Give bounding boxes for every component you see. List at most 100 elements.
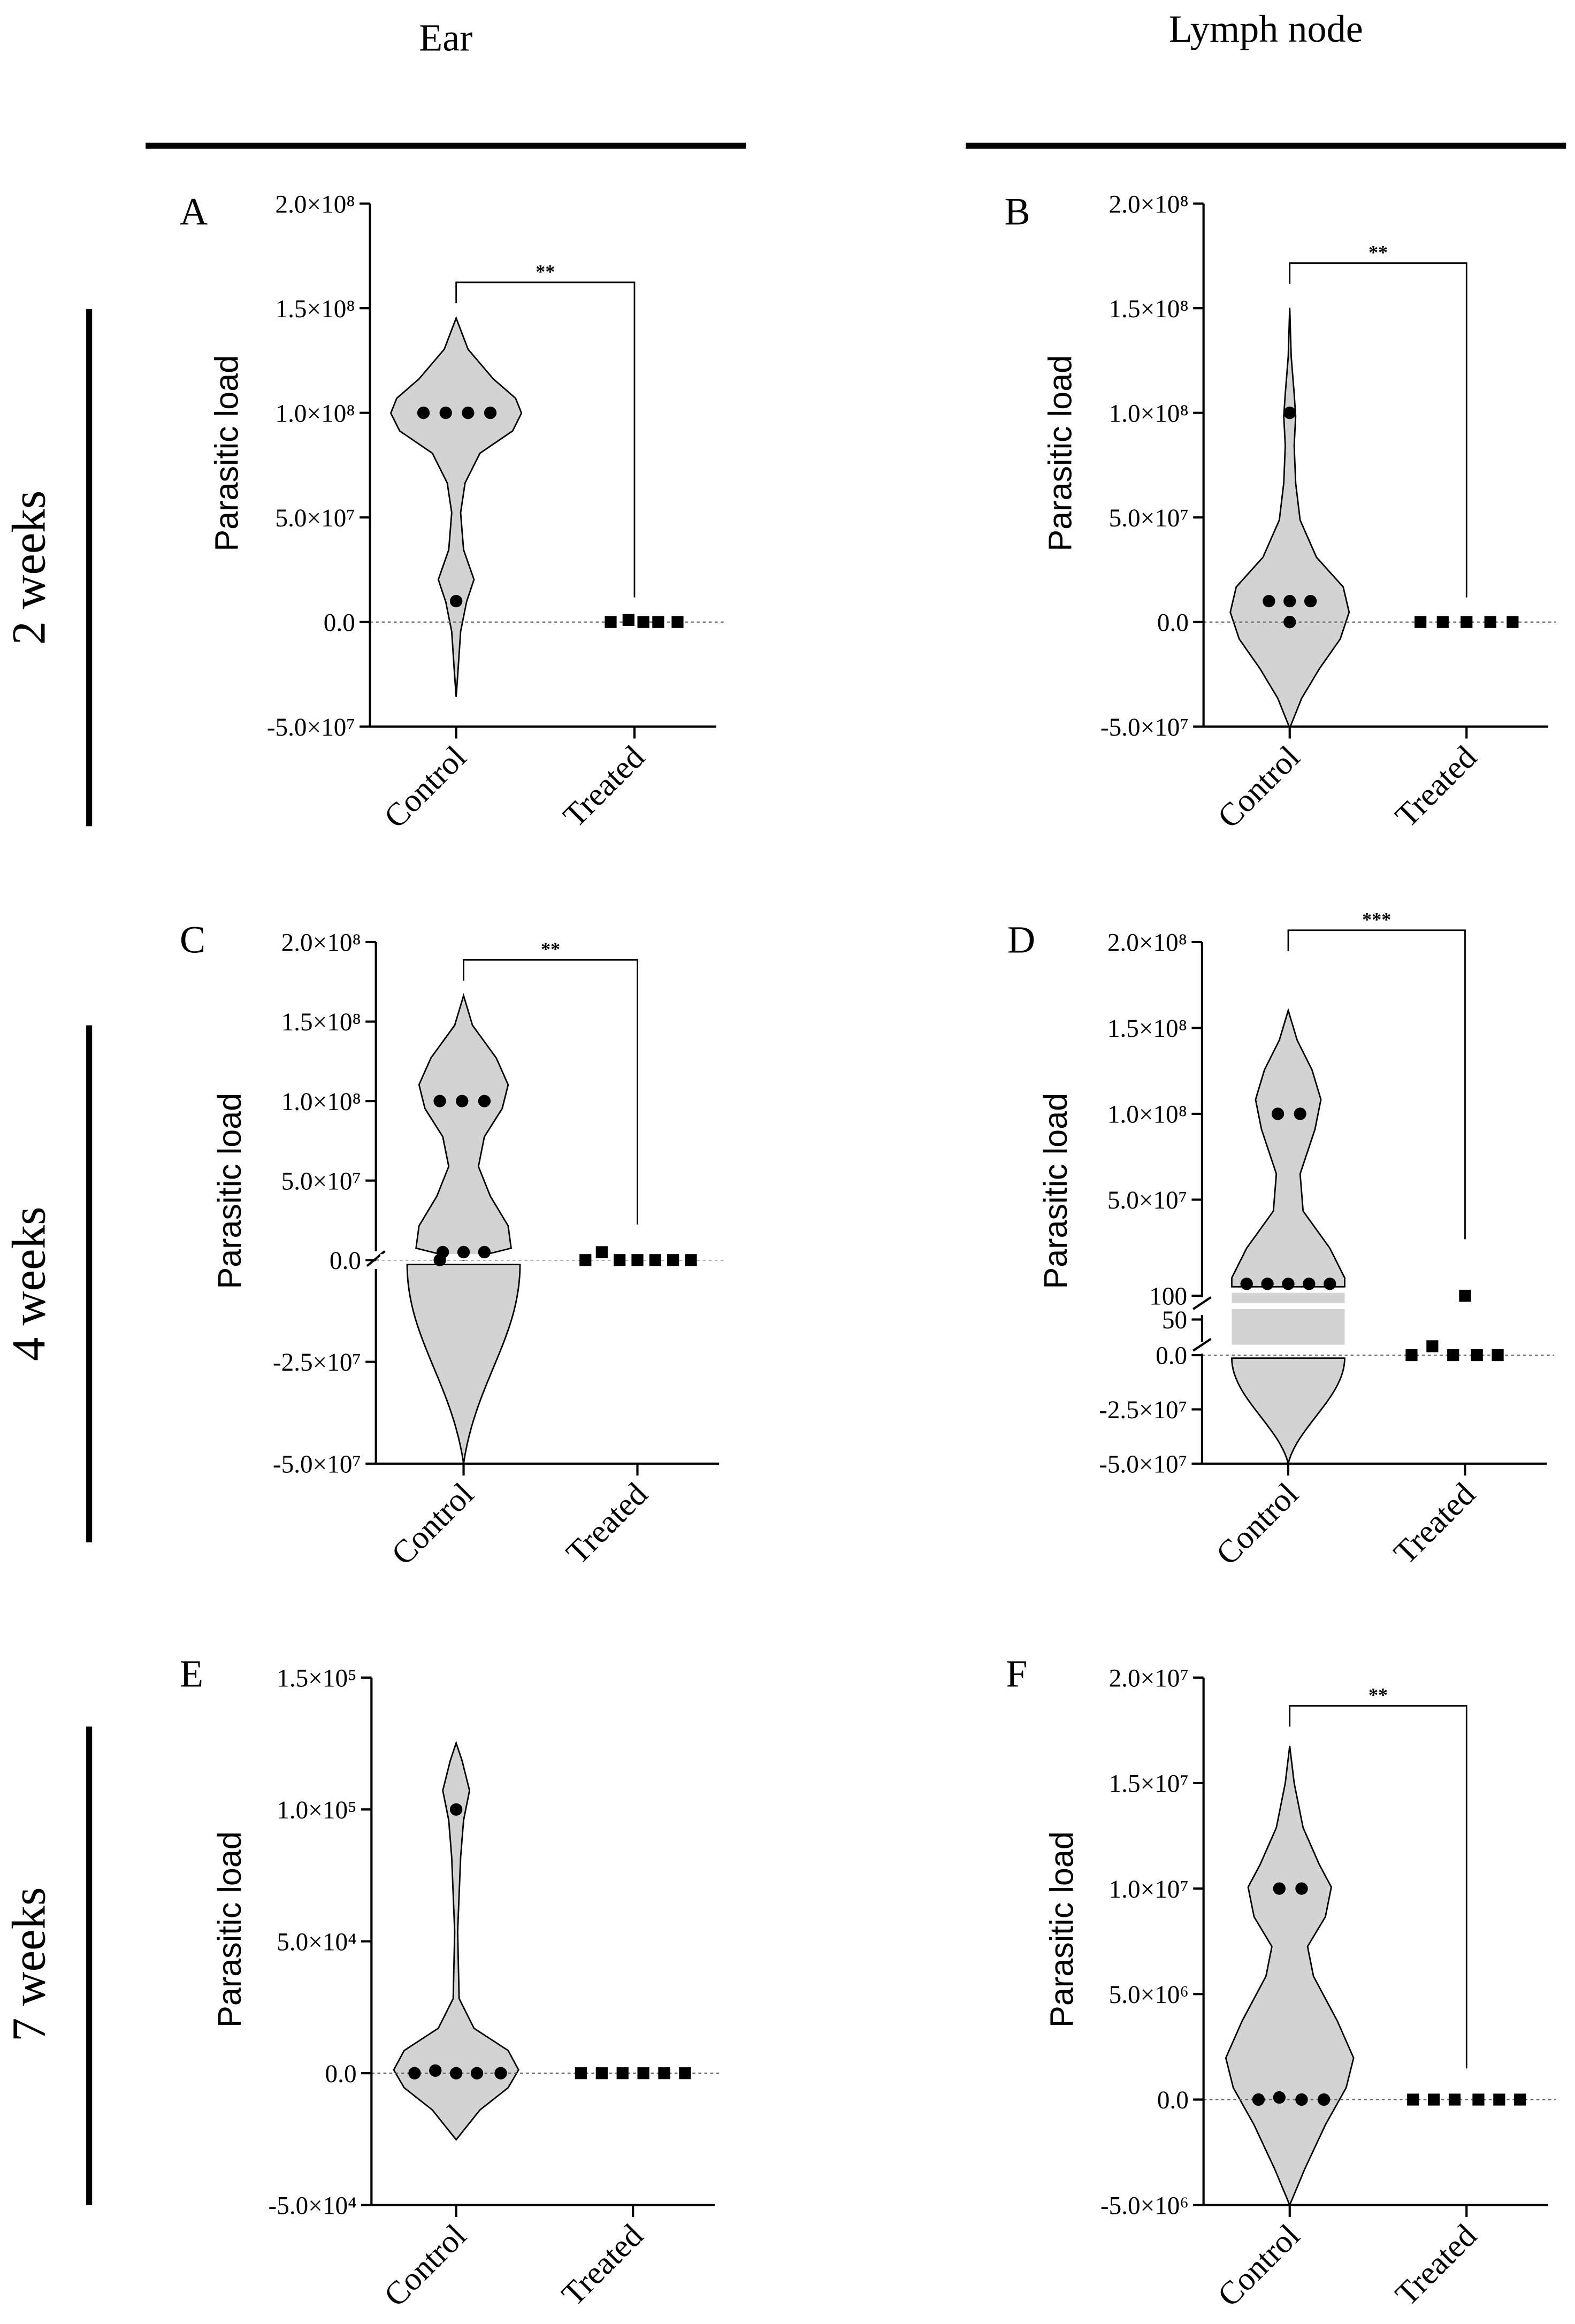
y-axis-label: Parasitic load [1042, 355, 1078, 552]
significance-bracket [1287, 929, 1466, 1240]
y-tick-label: 0.0 [1157, 2086, 1189, 2114]
y-tick-label: 2.0×10⁸ [1107, 929, 1187, 957]
data-point-treated [1514, 2093, 1526, 2106]
panel-a: A Parasitic load -5.0×10⁷ 0.0 5.0×10⁷ 1.0×10⁸… [180, 190, 724, 835]
data-point-treated [1461, 616, 1473, 628]
y-tick-label: 5.0×10⁴ [277, 1928, 356, 1956]
x-tick-label-treated: Treated [1387, 1476, 1482, 1571]
x-tick-label-control: Control [1211, 739, 1306, 835]
data-point-treated [637, 616, 649, 628]
data-point-treated [652, 616, 664, 628]
y-tick-label: 0.0 [325, 2060, 357, 2088]
violin-control [389, 316, 523, 697]
data-point-treated [631, 1254, 644, 1266]
panel-letter: A [180, 190, 208, 233]
data-point-control [1261, 1278, 1274, 1290]
panel-letter: C [180, 918, 205, 961]
y-axis-label: Parasitic load [211, 1831, 248, 2028]
significance-bracket [1289, 1705, 1467, 2069]
x-tick-label-treated: Treated [1389, 739, 1484, 835]
data-point-treated [1447, 1349, 1459, 1362]
violin-control-lower [406, 1264, 521, 1464]
data-point-control [478, 1245, 491, 1259]
data-point-control [1283, 406, 1296, 419]
y-tick-label: 1.0×10⁵ [277, 1796, 356, 1824]
data-point-control [1295, 2093, 1308, 2106]
y-axis-label: Parasitic load [1037, 1093, 1074, 1289]
data-point-control [1283, 616, 1296, 629]
significance-bracket [1289, 262, 1467, 598]
y-tick-label: 5.0×10⁷ [1107, 1187, 1187, 1214]
data-point-control [456, 1095, 469, 1107]
data-point-control [1295, 1882, 1308, 1895]
data-point-control [462, 406, 475, 419]
y-tick-label: -2.5×10⁷ [273, 1349, 361, 1377]
data-point-treated [1448, 2093, 1461, 2106]
significance-label: ** [541, 938, 560, 960]
y-tick-label: 1.0×10⁸ [1109, 400, 1189, 427]
y-tick-label: -5.0×10⁷ [1100, 714, 1189, 741]
data-point-treated [622, 614, 634, 626]
y-tick-label: 2.0×10⁸ [281, 929, 361, 957]
data-point-control [1263, 594, 1275, 608]
data-point-control [457, 1245, 470, 1259]
data-point-control [1273, 2091, 1286, 2104]
data-point-treated [658, 2067, 670, 2080]
y-tick-label: 5.0×10⁶ [1109, 1981, 1189, 2009]
violin-control-middle [1232, 1293, 1345, 1347]
panel-f: F Parasitic load -5.0×10⁶ 0.0 5.0×10⁶ 1.0×10⁷… [1006, 1652, 1556, 2314]
data-point-treated [667, 1254, 679, 1266]
y-axis-label: Parasitic load [208, 355, 244, 552]
data-point-control [429, 2064, 442, 2077]
data-point-control [433, 1253, 446, 1266]
significance-label: ** [1368, 241, 1388, 263]
violin-control-lower [1231, 1357, 1345, 1464]
data-point-treated [671, 616, 684, 628]
data-point-treated [637, 2067, 649, 2080]
y-axis-label: Parasitic load [1043, 1831, 1080, 2028]
row-label-4-weeks: 4 weeks [3, 1206, 55, 1361]
x-tick-label-treated: Treated [1389, 2218, 1484, 2313]
significance-label: ** [536, 261, 555, 282]
data-point-control [1271, 1107, 1285, 1120]
panel-letter: E [180, 1652, 203, 1695]
y-tick-label: 1.0×10⁸ [281, 1088, 361, 1116]
data-point-treated [685, 1254, 697, 1266]
data-point-control [433, 1095, 446, 1107]
data-point-control [1282, 1278, 1295, 1290]
significance-label: *** [1362, 908, 1391, 930]
axis-break-gap [1206, 1344, 1551, 1351]
data-point-treated [575, 2067, 587, 2080]
y-tick-label: 1.5×10⁸ [275, 295, 355, 323]
y-tick-label: 0.0 [1156, 1342, 1187, 1370]
data-point-control [494, 2067, 507, 2080]
panels: A Parasitic load -5.0×10⁷ 0.0 5.0×10⁷ 1.0×10⁸… [180, 190, 1556, 2314]
y-tick-label: 5.0×10⁷ [1109, 504, 1189, 532]
y-tick-label: 1.0×10⁸ [1107, 1101, 1187, 1129]
violin-control-upper [415, 993, 512, 1261]
y-tick-label: -2.5×10⁷ [1099, 1396, 1187, 1424]
y-tick-label: 1.0×10⁷ [1109, 1876, 1189, 1903]
data-point-control [484, 406, 497, 419]
y-tick-label: 2.0×10⁸ [1109, 190, 1189, 218]
data-point-treated [1407, 2093, 1419, 2106]
data-point-control [439, 406, 452, 419]
data-point-treated [605, 616, 617, 628]
data-point-control [1304, 594, 1317, 608]
panel-letter: D [1007, 918, 1035, 961]
axis-break-gap [1206, 1303, 1551, 1309]
data-point-treated [1459, 1289, 1471, 1302]
data-point-control [1240, 1278, 1253, 1290]
panel-b: B Parasitic load -5.0×10⁷ 0.0 5.0×10⁷ 1.0×10⁸… [1004, 190, 1556, 835]
data-point-treated [1492, 1349, 1504, 1362]
data-point-treated [1471, 1349, 1483, 1362]
y-tick-label: -5.0×10⁴ [269, 2192, 357, 2220]
data-point-control [1252, 2093, 1265, 2106]
data-point-treated [1484, 616, 1496, 628]
x-tick-label-treated: Treated [556, 739, 652, 835]
y-tick-label: -5.0×10⁶ [1100, 2192, 1189, 2220]
data-point-control [1273, 1882, 1286, 1895]
data-point-treated [579, 1254, 592, 1266]
